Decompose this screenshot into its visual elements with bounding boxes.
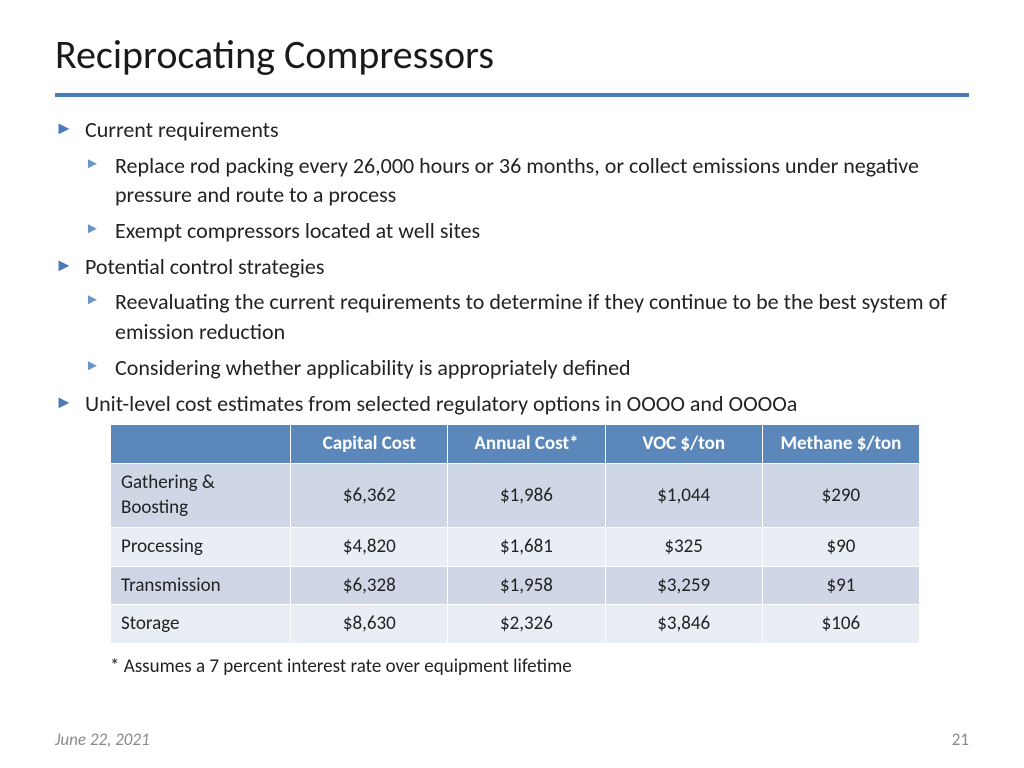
table-row: Transmission $6,328 $1,958 $3,259 $91: [111, 566, 920, 605]
bullet-list: Current requirements Replace rod packing…: [55, 115, 969, 418]
table-row: Gathering & Boosting $6,362 $1,986 $1,04…: [111, 463, 920, 527]
table-cell: Transmission: [111, 566, 291, 605]
table-footnote: * Assumes a 7 percent interest rate over…: [110, 654, 969, 680]
slide-footer: June 22, 2021 21: [55, 729, 969, 750]
table-cell: $1,681: [448, 528, 605, 567]
table-cell: $290: [762, 463, 919, 527]
table-cell: Gathering & Boosting: [111, 463, 291, 527]
table-cell: $1,044: [605, 463, 762, 527]
table-cell: $91: [762, 566, 919, 605]
table-cell: $6,328: [291, 566, 448, 605]
table-header-row: Capital Cost Annual Cost* VOC $/ton Meth…: [111, 425, 920, 464]
content-area: Current requirements Replace rod packing…: [55, 115, 969, 680]
title-rule: [55, 93, 969, 97]
table-cell: $8,630: [291, 605, 448, 644]
slide: Reciprocating Compressors Current requir…: [0, 0, 1024, 768]
table-cell: $2,326: [448, 605, 605, 644]
cost-table: Capital Cost Annual Cost* VOC $/ton Meth…: [110, 424, 920, 644]
table-cell: $4,820: [291, 528, 448, 567]
bullet-text: Potential control strategies: [85, 253, 324, 280]
table-cell: Storage: [111, 605, 291, 644]
bullet-text: Current requirements: [85, 116, 279, 143]
table-header-cell: Capital Cost: [291, 425, 448, 464]
bullet-item: Potential control strategies Reevaluatin…: [55, 252, 969, 383]
table-cell: Processing: [111, 528, 291, 567]
table-header-cell: VOC $/ton: [605, 425, 762, 464]
sub-bullet-item: Replace rod packing every 26,000 hours o…: [85, 151, 969, 210]
table-cell: $1,986: [448, 463, 605, 527]
table-row: Storage $8,630 $2,326 $3,846 $106: [111, 605, 920, 644]
footer-page-number: 21: [952, 729, 969, 750]
sub-bullet-item: Exempt compressors located at well sites: [85, 216, 969, 246]
table-row: Processing $4,820 $1,681 $325 $90: [111, 528, 920, 567]
sub-bullet-item: Considering whether applicability is app…: [85, 353, 969, 383]
sub-bullet-list: Replace rod packing every 26,000 hours o…: [85, 151, 969, 246]
table-cell: $3,259: [605, 566, 762, 605]
bullet-item: Current requirements Replace rod packing…: [55, 115, 969, 246]
bullet-item: Unit-level cost estimates from selected …: [55, 389, 969, 419]
slide-title: Reciprocating Compressors: [55, 30, 969, 79]
footer-date: June 22, 2021: [55, 729, 150, 750]
table-cell: $325: [605, 528, 762, 567]
table-cell: $90: [762, 528, 919, 567]
table-cell: $3,846: [605, 605, 762, 644]
table-cell: $1,958: [448, 566, 605, 605]
table-header-cell: Annual Cost*: [448, 425, 605, 464]
table-header-cell: Methane $/ton: [762, 425, 919, 464]
sub-bullet-list: Reevaluating the current requirements to…: [85, 287, 969, 382]
sub-bullet-item: Reevaluating the current requirements to…: [85, 287, 969, 346]
table-header-cell: [111, 425, 291, 464]
cost-table-wrap: Capital Cost Annual Cost* VOC $/ton Meth…: [110, 424, 969, 644]
bullet-text: Unit-level cost estimates from selected …: [85, 390, 797, 417]
table-cell: $106: [762, 605, 919, 644]
table-cell: $6,362: [291, 463, 448, 527]
